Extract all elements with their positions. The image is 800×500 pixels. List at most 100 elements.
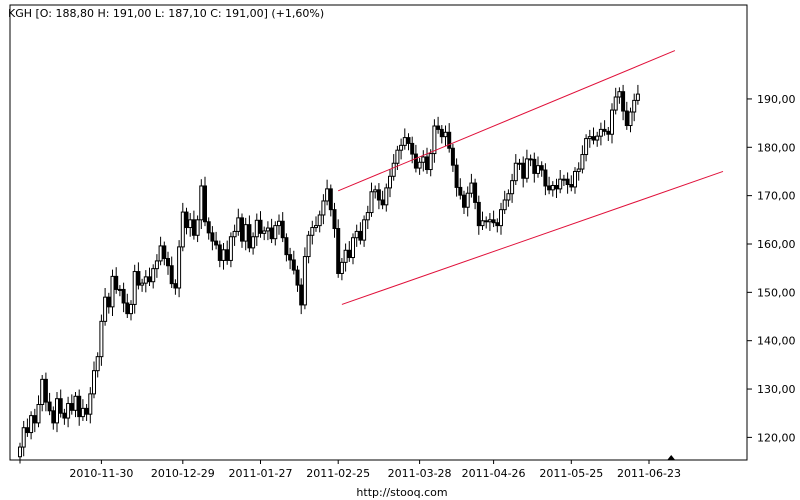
x-tick-label: 2011-01-27 — [229, 467, 293, 480]
candle — [499, 202, 503, 235]
candle — [447, 123, 452, 153]
candle — [476, 195, 481, 235]
candle — [376, 183, 381, 210]
candle — [206, 217, 211, 240]
candle — [302, 247, 307, 310]
candle — [280, 212, 285, 243]
candle — [517, 158, 522, 171]
candle — [158, 236, 163, 266]
candle — [121, 282, 126, 313]
candle — [354, 224, 359, 247]
candle — [140, 278, 145, 292]
y-tick-label: 140,00 — [757, 335, 796, 348]
candle — [214, 231, 219, 250]
channel-line — [338, 50, 676, 192]
candle — [254, 213, 259, 246]
x-tick-label: 2011-03-28 — [388, 467, 452, 480]
candle — [425, 147, 429, 174]
candle — [513, 154, 518, 186]
candle — [314, 216, 318, 232]
candle — [18, 442, 22, 464]
candle — [632, 93, 637, 122]
candle — [399, 138, 404, 160]
candle — [36, 395, 41, 428]
candle — [432, 119, 437, 163]
candle — [613, 87, 618, 115]
candle — [506, 189, 511, 207]
candle — [576, 162, 581, 181]
candle — [428, 149, 433, 177]
candle — [384, 183, 389, 212]
candle — [84, 404, 89, 421]
candle — [236, 208, 241, 236]
candle — [169, 256, 174, 288]
candle — [410, 136, 415, 164]
candle — [417, 157, 422, 175]
candle — [47, 392, 52, 416]
candle — [143, 270, 148, 293]
candle — [325, 179, 330, 206]
candle — [180, 202, 185, 252]
candle — [40, 375, 45, 412]
candle — [240, 213, 244, 248]
candle — [561, 174, 566, 186]
candle — [162, 241, 167, 266]
candle — [258, 211, 263, 238]
candle — [339, 258, 344, 281]
candle — [502, 190, 507, 215]
candle — [521, 156, 526, 188]
candle — [243, 217, 248, 251]
candle — [569, 175, 574, 192]
candle — [147, 267, 152, 287]
candle — [129, 300, 133, 321]
candle — [269, 218, 274, 244]
candle — [110, 269, 115, 317]
candle — [380, 190, 385, 210]
x-axis: 2010-11-30 2010-12-29 2011-01-27 2011-02-25… — [69, 460, 681, 480]
candle — [402, 128, 407, 150]
candle — [469, 173, 474, 198]
candle — [21, 420, 26, 457]
candle — [195, 215, 200, 243]
candle — [406, 133, 411, 151]
candle — [621, 84, 626, 121]
candle — [628, 107, 633, 133]
candle — [299, 278, 304, 315]
candle — [125, 293, 130, 318]
trend-channel — [338, 50, 724, 305]
candle — [584, 134, 589, 162]
candle — [29, 411, 34, 440]
candle — [295, 265, 300, 292]
candle — [532, 152, 537, 183]
candle — [288, 247, 293, 270]
candle — [591, 127, 596, 145]
candle — [550, 181, 555, 197]
candle — [480, 211, 485, 230]
candle — [587, 129, 592, 148]
candle — [262, 226, 267, 241]
chart-title: KGH [O: 188,80 H: 191,00 L: 187,10 C: 19… — [8, 7, 324, 20]
candle — [66, 396, 71, 428]
candle — [539, 161, 544, 177]
candle — [184, 207, 189, 235]
candle — [265, 221, 270, 241]
candle — [117, 285, 122, 297]
y-tick-label: 170,00 — [757, 190, 796, 203]
candle — [635, 84, 640, 105]
candle — [617, 87, 622, 104]
candle — [232, 224, 237, 246]
candle — [173, 279, 178, 295]
candles — [18, 84, 640, 464]
chart-footer: http://stooq.com — [356, 486, 447, 499]
x-tick-label: 2011-02-25 — [306, 467, 370, 480]
candle — [51, 406, 56, 430]
candle — [284, 233, 289, 262]
candle — [462, 190, 466, 215]
candle — [358, 222, 363, 245]
candle — [69, 394, 74, 415]
candle — [247, 215, 252, 253]
candle — [565, 172, 570, 194]
candle — [543, 163, 548, 196]
candle — [580, 145, 585, 174]
x-tick-label: 2011-05-25 — [539, 467, 603, 480]
